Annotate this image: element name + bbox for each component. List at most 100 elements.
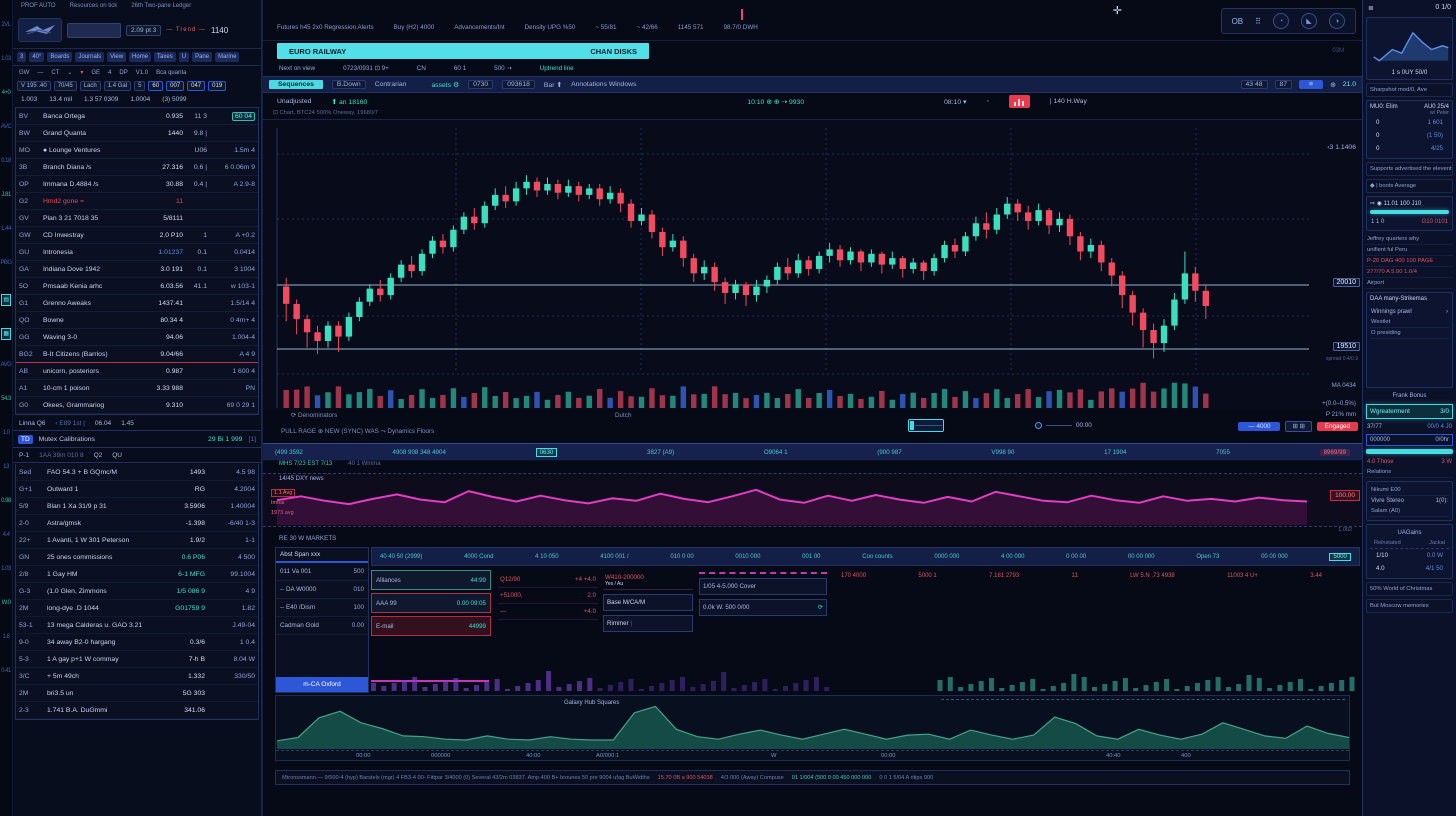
- bar-style-menu[interactable]: Bar ⬆: [543, 81, 563, 89]
- stereo-row-3[interactable]: Salam (A0): [1370, 506, 1449, 517]
- watchlist-row[interactable]: 2M long-dye .D 1044 G01759 9 1.82: [16, 600, 258, 617]
- chevron-right-icon[interactable]: ›: [1446, 309, 1448, 315]
- crosshair-icon[interactable]: ✛: [1112, 5, 1122, 17]
- cover-row-1[interactable]: 1/05 4-5.000 Cover: [699, 578, 827, 595]
- watchlist-row[interactable]: 3B Branch Diana /s 27.316 0.6 | 6 0.06m 9: [16, 159, 258, 176]
- strip-cell[interactable]: 0 00 00: [1066, 553, 1087, 560]
- pair-row[interactable]: 1/10 0.0 W: [1370, 549, 1449, 562]
- watchlist-row[interactable]: 2-0 Astra/gmsk -1.398 -6/40 1-3: [16, 515, 258, 532]
- watchlist-tab[interactable]: U: [178, 52, 190, 62]
- oscillator-panel[interactable]: 14/45 DXY news 1.1 Avg Imbal 1973 avg 10…: [263, 473, 1362, 527]
- watchlist-tab[interactable]: Marine: [215, 52, 240, 62]
- sidebar-menu-icon[interactable]: ≣: [1368, 5, 1374, 12]
- symbol-mode-label[interactable]: Unadjusted: [277, 98, 312, 105]
- watchlist-row[interactable]: GU Intronesia 1.01237 0.1 0.0414: [16, 244, 258, 261]
- watchlist-row[interactable]: AB unicorn, posteriors 0.987 1 600 4: [16, 363, 258, 380]
- watchlist-row[interactable]: Sed FAO 54.3 + B GQmc/M 1493 4.5 98: [16, 464, 258, 481]
- watchlist-row[interactable]: 53-1 13 mega Calderas u. GAO 3.21 J.49-04: [16, 617, 258, 634]
- watchlist-tab[interactable]: 3: [17, 52, 27, 62]
- strategy-row-2[interactable]: Westlet: [1370, 317, 1449, 328]
- strategy-row-3[interactable]: O presiding: [1370, 328, 1449, 339]
- quickbar-icon[interactable]: GW: [19, 69, 30, 76]
- watchlist-row[interactable]: 2M bri3.5 un 5G 303: [16, 685, 258, 702]
- watchlist-row[interactable]: GN 25 ones commissions 0.6 P06 4 500: [16, 549, 258, 566]
- grid-toggle-button[interactable]: ⊞ ⊞: [1285, 421, 1312, 432]
- rail-item[interactable]: 4+0: [1, 90, 11, 96]
- info-item[interactable]: 60 1: [453, 64, 467, 72]
- rail-item[interactable]: 0.98: [1, 498, 11, 504]
- watchlist-row[interactable]: G-3 (1.0 Glen, Zimmons 1/5 086 9 4 9: [16, 583, 258, 600]
- tab-sequences[interactable]: Sequences: [269, 80, 323, 89]
- toggle-knob[interactable]: [1035, 422, 1042, 429]
- gauge-icon[interactable]: ◔: [1273, 13, 1289, 29]
- order-row-2[interactable]: AAA 99 0.00 09:05: [371, 593, 491, 613]
- menu-item[interactable]: Buy (H2) 4000: [393, 24, 435, 31]
- pair-row[interactable]: 0 4/25: [1370, 142, 1449, 155]
- candlestick-chart[interactable]: ‹3 1.1406 20010 19510 spread 0.4/0.9 MA …: [263, 119, 1362, 409]
- count-chip-2[interactable]: 87: [1274, 80, 1293, 89]
- watchlist-row[interactable]: OP Immana D.4884 /s 30.88 0.4 | A 2.9-8: [16, 176, 258, 193]
- time-toggle[interactable]: 00:00: [1035, 422, 1092, 429]
- watchlist-row[interactable]: QO Bowne 80.34 4 0 4m+ 4: [16, 312, 258, 329]
- tab-bdown[interactable]: B.Down: [331, 80, 366, 89]
- pair-row[interactable]: -- E40 /Dism 100: [276, 599, 368, 617]
- quote-cell[interactable]: (499 3592: [275, 448, 303, 456]
- number-chip[interactable]: 047: [187, 81, 206, 91]
- engaged-button[interactable]: Engaged: [1316, 422, 1358, 431]
- size-button[interactable]: — 4000: [1238, 422, 1281, 431]
- rail-item[interactable]: J.81: [1, 192, 11, 198]
- watchlist-row[interactable]: G0 Okees, Grammariog 9.310 69 0 29 1: [16, 397, 258, 414]
- quote-cell[interactable]: V998 90: [991, 448, 1015, 456]
- watchlist-row[interactable]: GA Indiana Dove 1942 3.0 191 0.1 3 1004: [16, 261, 258, 278]
- strip-cell[interactable]: 4 00 000: [1001, 553, 1025, 560]
- rail-item[interactable]: 0.41: [1, 668, 11, 674]
- menu-item[interactable]: Density UPG %50: [524, 24, 576, 31]
- orderbook-icon[interactable]: OB: [1231, 16, 1244, 26]
- watchlist-section-bar[interactable]: Linna Q6 ‹ E89 1st | 06.04 1.45: [13, 416, 261, 431]
- menu-item[interactable]: ~ 42/66: [636, 24, 658, 31]
- quote-cell[interactable]: 7055: [1216, 448, 1230, 456]
- tab-contrarian[interactable]: Contrarian: [374, 81, 407, 88]
- quote-cell[interactable]: O9064 1: [763, 448, 788, 456]
- menu-item[interactable]: Advancements/Int: [454, 24, 505, 31]
- watchlist-tab[interactable]: Boards: [47, 52, 73, 62]
- watchlist-tab[interactable]: Pane: [192, 52, 213, 62]
- number-chip[interactable]: 019: [208, 81, 227, 91]
- strip-cell[interactable]: 5000: [1329, 552, 1351, 561]
- pair-row[interactable]: +51000, 2.0: [498, 588, 598, 604]
- rail-item[interactable]: 1.03: [1, 56, 11, 62]
- strip-cell[interactable]: 40 40 50 (2999): [380, 553, 423, 560]
- highlight-row[interactable]: Wgreaterment 3/0: [1366, 404, 1453, 419]
- menu-item[interactable]: 1145 571: [677, 24, 704, 31]
- strip-cell[interactable]: Open 73: [1196, 553, 1220, 560]
- quote-cell[interactable]: 17 1904: [1104, 448, 1127, 456]
- annotations-menu[interactable]: Annotations Windows: [571, 81, 637, 88]
- layout-button[interactable]: ≡: [1299, 80, 1324, 89]
- rail-item[interactable]: 13: [3, 464, 9, 470]
- order-row-3[interactable]: E-mail 44999: [371, 616, 491, 636]
- grid-icon[interactable]: ⠿: [1255, 16, 1261, 26]
- strip-cell[interactable]: 4100 001 /: [600, 553, 629, 560]
- cover-row-2[interactable]: 0.0k W. 500 0/00 ⟳: [699, 599, 827, 616]
- time-from-chip[interactable]: 0730: [468, 80, 494, 89]
- rail-item[interactable]: AVG: [0, 362, 12, 368]
- info-item[interactable]: 500 ⇢: [494, 64, 512, 72]
- rail-item[interactable]: AVC: [0, 124, 12, 130]
- timer-row[interactable]: 000000 0/0hr: [1366, 434, 1453, 446]
- number-chip[interactable]: 70/45: [53, 81, 77, 91]
- quote-cell[interactable]: 3827 (A9): [647, 448, 675, 456]
- watchlist-tab[interactable]: Journals: [75, 52, 105, 62]
- strip-cell[interactable]: 0010 000: [735, 553, 761, 560]
- rail-item[interactable]: 4.4: [2, 532, 10, 538]
- stereo-row-1[interactable]: Nikumi E00: [1370, 485, 1449, 496]
- base-row-2[interactable]: Base M/CA/M: [603, 594, 693, 611]
- rail-item[interactable]: 1.03: [1, 566, 11, 572]
- watchlist-row[interactable]: A1 10-cm 1 poison 3.33 988 PN: [16, 380, 258, 397]
- info-item[interactable]: 0723/0931 ⊡ 9+: [343, 64, 389, 72]
- menu-item[interactable]: Futures h45 2x0 Regression Alerts: [277, 24, 374, 31]
- count-chip-1[interactable]: 43 48: [1240, 80, 1268, 89]
- dutch-label[interactable]: Dutch: [615, 412, 632, 419]
- watchlist-tab[interactable]: View: [107, 52, 127, 62]
- depth-area-chart[interactable]: Galaxy Hub Squares 00:00 000000 40:00 A0/00…: [275, 695, 1350, 761]
- order-row-1[interactable]: Alliances 44:99: [371, 570, 491, 590]
